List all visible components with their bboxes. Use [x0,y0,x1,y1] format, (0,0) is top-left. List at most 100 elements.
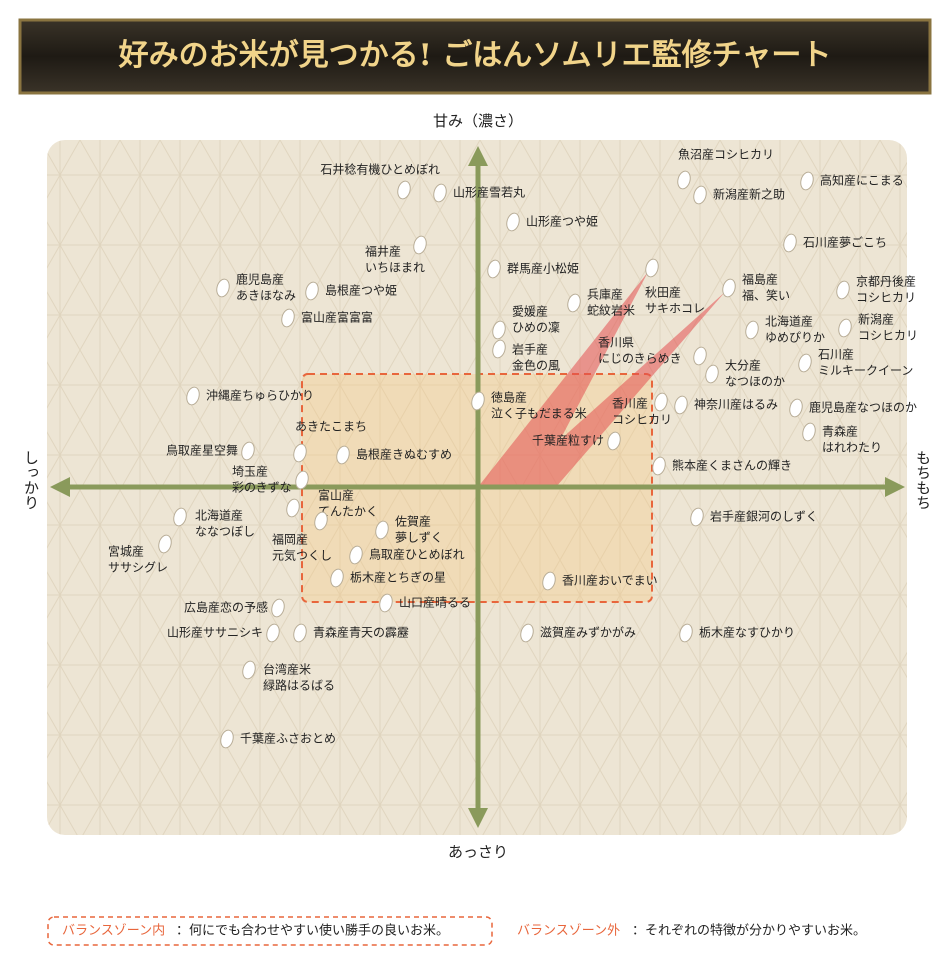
rice-grain [654,392,668,412]
y-label-bottom: あっさり [448,843,508,861]
rice-grain [567,293,581,313]
point-label: 沖縄産ちゅらひかり [206,388,314,403]
point-label: 金色の風 [512,358,560,373]
point-label: 山形産つや姫 [526,214,598,229]
point-label: 富山産 [318,488,354,503]
rice-grain [286,498,300,518]
point-label: 島根産つや姫 [325,283,397,298]
rice-grain [314,511,328,531]
point-label: 緑路はるばる [263,678,335,693]
title-banner [18,18,932,95]
point-label: 大分産 [725,358,761,373]
point-label: いちほまれ [365,261,425,275]
axes [50,146,905,828]
arrow [478,272,725,487]
legend-inside-label: バランスゾーン内 [62,923,165,939]
rice-grain [305,281,319,301]
point-label: 栃木産とちぎの星 [350,570,446,585]
rice-grain [173,507,187,527]
point-label: 千葉産粒すけ [532,433,604,448]
point-label: 彩のきずな [232,481,292,495]
point-label: 熊本産くまさんの輝き [672,458,792,473]
rice-grain [800,171,814,191]
rice-grain [745,320,759,340]
point-label: なつほのか [725,375,785,389]
rice-grain [693,185,707,205]
rice-grain [433,183,447,203]
rice-grain [783,233,797,253]
rice-grain [186,386,200,406]
rice-grain [487,259,501,279]
point-label: 香川県 [598,336,634,350]
point-label: 泣く子もだまる米 [491,406,587,421]
point-label: 蛇紋岩米 [587,303,635,318]
point-label: ななつぼし [195,525,255,539]
point-label: 石川産 [818,347,854,362]
rice-grain [293,443,307,463]
rice-grain [349,545,363,565]
rice-grain [295,470,309,490]
rice-grain [471,391,485,411]
legend-box [47,916,493,946]
point-label: 魚沼産コシヒカリ [678,147,774,162]
point-label: 山形産ササニシキ [167,625,263,640]
rice-grain [397,180,411,200]
point-label: 鹿児島産なつほのか [809,400,917,415]
point-label: 広島産恋の予感 [184,600,268,615]
point-label: 新潟産 [858,312,894,327]
point-label: 福井産 [365,244,401,259]
point-label: あきほなみ [236,289,296,303]
point-label: 群馬産小松姫 [507,261,579,276]
point-label: 神奈川産はるみ [694,397,778,412]
rice-grain [690,507,704,527]
point-label: サキホコレ [645,302,705,316]
point-label: ゆめぴりか [765,331,825,345]
rice-grain [802,422,816,442]
x-label-right: もちもち [914,450,932,510]
rice-grain [413,235,427,255]
point-label: 栃木産なすひかり [699,625,795,640]
rice-grain [266,623,280,643]
point-label: 青森産青天の霹靂 [313,625,409,640]
rice-grain [379,593,393,613]
point-label: 千葉産ふさおとめ [240,731,336,746]
point-label: 兵庫産 [587,287,623,302]
rice-grain [645,258,659,278]
point-label: あきたこまち [295,420,367,434]
rice-grain [492,320,506,340]
rice-grain [798,353,812,373]
point-label: 元気つくし [272,548,332,563]
point-label: 北海道産 [765,314,813,329]
point-label: 富山産富富富 [301,310,373,325]
point-label: 新潟産新之助 [713,187,785,202]
legend-outside-text: ：それぞれの特徴が分かりやすいお米。 [632,924,866,939]
rice-grain [241,441,255,461]
rice-grain [216,278,230,298]
point-label: はれわたり [822,441,882,455]
rice-grain [158,534,172,554]
rice-grain [271,598,285,618]
point-label: 埼玉産 [232,464,268,479]
rice-grain [542,571,556,591]
point-label: 鳥取産ひとめぼれ [369,547,465,562]
point-label: コシヒカリ [612,413,672,427]
point-label: 鹿児島産 [236,272,284,287]
point-label: 香川産 [612,396,648,411]
point-label: 山形産雪若丸 [453,185,525,200]
point-label: にじのきらめき [598,352,682,366]
rice-grain [492,339,506,359]
point-label: 福島産 [742,272,778,287]
point-label: ササシグレ [108,561,168,575]
point-label: 京都丹後産 [856,274,916,289]
point-label: ミルキークイーン [818,364,913,378]
chart-title: 好みのお米が見つかる! ごはんソムリエ監修チャート [118,38,832,73]
rice-grain [674,395,688,415]
rice-grain [242,660,256,680]
rice-grain [375,520,389,540]
y-label-top: 甘み（濃さ） [433,112,523,130]
rice-grain [789,398,803,418]
legend-inside-text: ：何にでも合わせやすい使い勝手の良いお米。 [176,923,449,939]
rice-grain [220,729,234,749]
point-label: 岩手産銀河のしずく [710,509,818,524]
rice-grain [838,318,852,338]
